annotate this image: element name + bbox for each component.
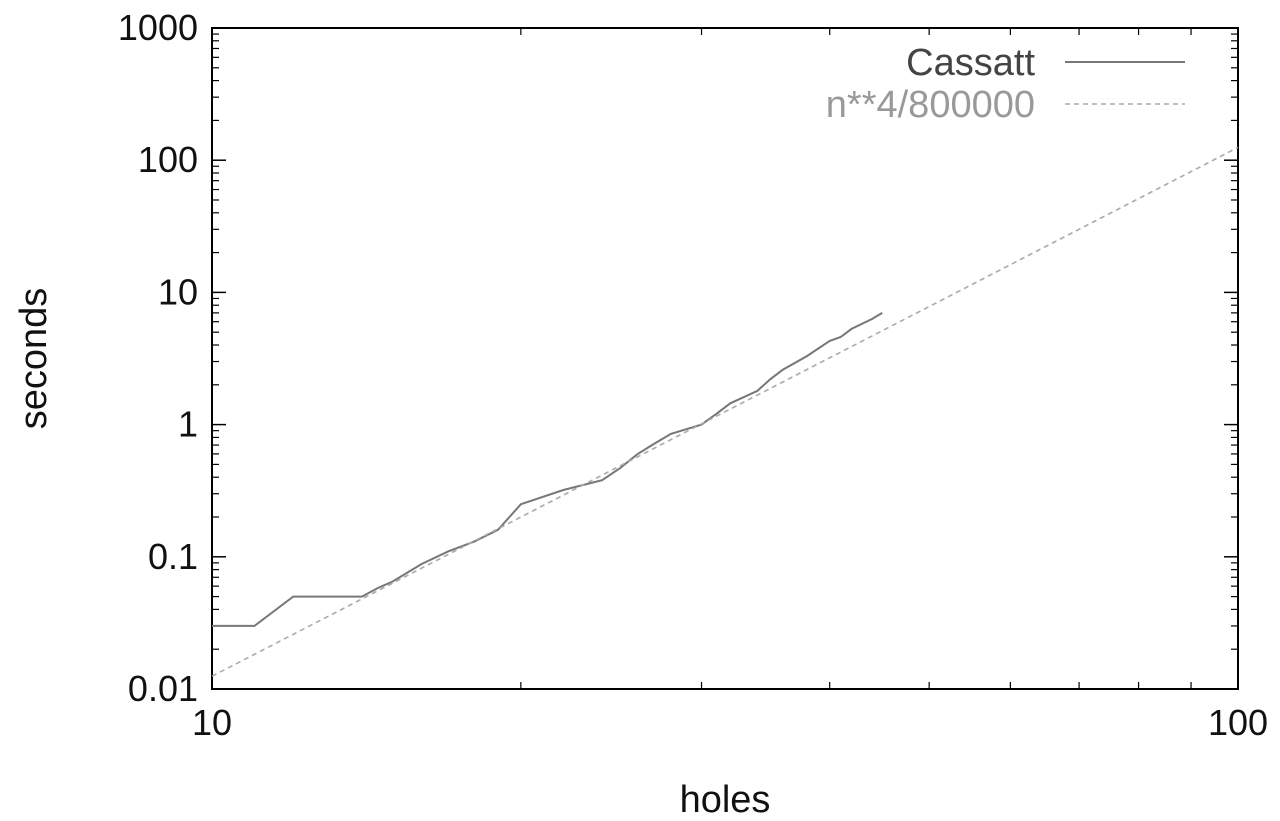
series-line-1 — [211, 146, 1239, 677]
y-tick-label: 1000 — [118, 7, 198, 48]
y-tick-label: 1 — [178, 404, 198, 445]
y-tick-label: 10 — [158, 271, 198, 312]
x-tick-label: 10 — [192, 702, 232, 743]
y-tick-label: 0.1 — [148, 536, 198, 577]
y-tick-label: 100 — [138, 139, 198, 180]
y-axis-label: seconds — [13, 288, 55, 430]
legend-label-fit: n**4/800000 — [826, 84, 1035, 126]
series-line-0 — [212, 312, 883, 627]
legend-label-cassatt: Cassatt — [906, 42, 1035, 84]
series-layer — [211, 146, 1239, 677]
x-tick-label: 100 — [1208, 702, 1268, 743]
axis-ticks: 0.01 0.1 1 10 100 1000 10 100 — [118, 7, 1268, 743]
y-tick-label: 0.01 — [128, 668, 198, 709]
x-axis-label: holes — [680, 779, 771, 821]
legend: Cassatt n**4/800000 — [826, 42, 1185, 126]
plot-frame — [211, 27, 1239, 690]
